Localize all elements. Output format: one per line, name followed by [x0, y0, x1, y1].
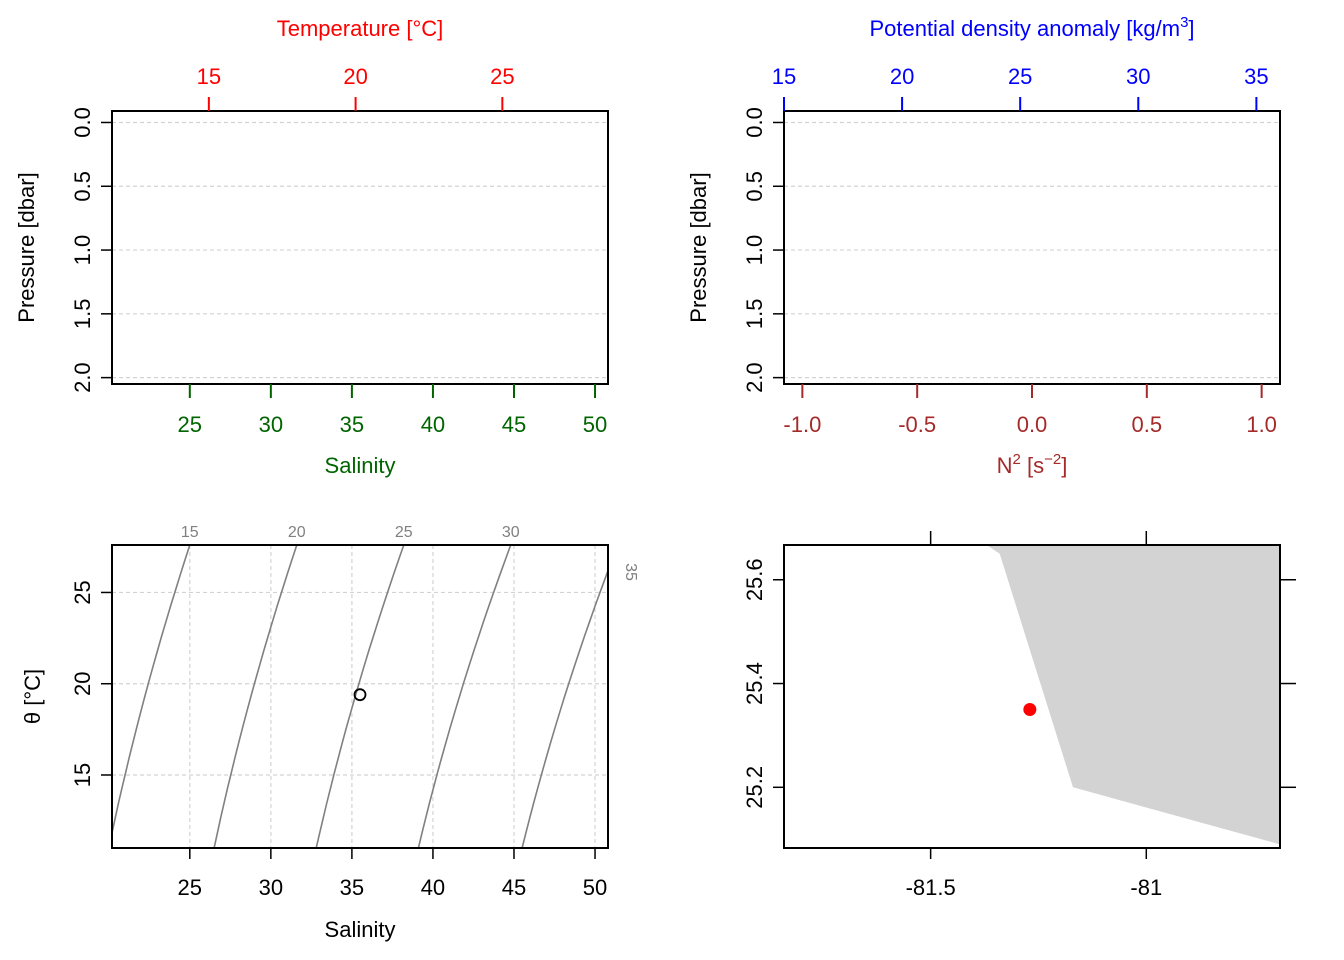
- ts-profile-bottom-tick-label: 25: [178, 412, 202, 437]
- rho-profile-top-tick-label: 35: [1244, 64, 1268, 89]
- ts-x-tick-label: 45: [502, 875, 526, 900]
- rho-profile-bottom-tick-label: 0.5: [1132, 412, 1163, 437]
- map-y-tick-label: 25.2: [742, 766, 767, 809]
- ts-x-tick-label: 40: [421, 875, 445, 900]
- ts-profile-bottom-tick-label: 35: [340, 412, 364, 437]
- land-polygon: [986, 545, 1280, 845]
- rho-profile-y-tick-label: 2.0: [742, 362, 767, 393]
- isopycnal-label: 35: [622, 563, 639, 581]
- isopycnal-line: [315, 545, 405, 848]
- ts-diagram-panel: 15 20 25 30 35 25 30 35 40 45 50 Salinity 15 20 25 θ [°…: [20, 524, 639, 942]
- rho-profile-top-tick-label: 15: [772, 64, 796, 89]
- ts-y-tick-label: 25: [70, 580, 95, 604]
- isopycnal-label: 25: [395, 524, 413, 541]
- ts-profile-y-tick-label: 0.0: [70, 107, 95, 138]
- rho-profile-bottom-tick-label: -0.5: [898, 412, 936, 437]
- ts-profile-bottom-axis-title: Salinity: [325, 453, 396, 478]
- ts-profile-top-tick-label: 20: [343, 64, 367, 89]
- ts-profile-top-tick-label: 25: [490, 64, 514, 89]
- map-y-tick-label: 25.4: [742, 662, 767, 705]
- ts-profile-y-tick-label: 2.0: [70, 362, 95, 393]
- station-map-panel: -81.5 -81 25.2 25.4 25.6: [742, 531, 1296, 900]
- ts-profile-bottom-tick-label: 40: [421, 412, 445, 437]
- rho-profile-bottom-tick-label: 1.0: [1246, 412, 1277, 437]
- ts-profile-y-tick-label: 1.0: [70, 235, 95, 266]
- isopycnal-line: [112, 545, 191, 837]
- isopycnal-label: 30: [502, 524, 520, 541]
- map-x-tick-label: -81.5: [906, 875, 956, 900]
- ts-x-tick-label: 50: [583, 875, 607, 900]
- ts-y-axis-title: θ [°C]: [20, 669, 45, 724]
- ts-profile-bottom-tick-label: 45: [502, 412, 526, 437]
- isopycnal-label: 20: [288, 524, 306, 541]
- rho-profile-y-tick-label: 1.0: [742, 235, 767, 266]
- ts-profile-bottom-tick-label: 30: [259, 412, 283, 437]
- temperature-salinity-profile-panel: 0.0 0.5 1.0 1.5 2.0 Pressure [dbar] 15 20 25 Temp…: [14, 16, 609, 478]
- map-frame: [783, 544, 1281, 849]
- isopycnal-label: 15: [181, 524, 199, 541]
- density-n2-profile-panel: 0.0 0.5 1.0 1.5 2.0 Pressure [dbar] 15 20 25 30 35…: [686, 14, 1281, 478]
- rho-profile-bottom-tick-label: 0.0: [1017, 412, 1048, 437]
- ts-y-tick-label: 20: [70, 671, 95, 695]
- isopycnal-line: [521, 568, 608, 848]
- rho-profile-y-tick-label: 0.5: [742, 171, 767, 202]
- ts-profile-plot-frame: [111, 110, 609, 385]
- station-marker: [1023, 702, 1037, 716]
- map-y-tick-label: 25.6: [742, 558, 767, 601]
- ts-plot-frame: [111, 544, 609, 849]
- ts-profile-bottom-tick-label: 50: [583, 412, 607, 437]
- rho-profile-top-tick-label: 25: [1008, 64, 1032, 89]
- ts-x-axis-title: Salinity: [325, 917, 396, 942]
- ts-profile-y-axis-title: Pressure [dbar]: [14, 172, 39, 322]
- rho-profile-top-tick-label: 20: [890, 64, 914, 89]
- ts-profile-top-axis-title: Temperature [°C]: [277, 16, 444, 41]
- ts-x-tick-label: 30: [259, 875, 283, 900]
- ts-x-tick-label: 25: [178, 875, 202, 900]
- rho-profile-y-axis-title: Pressure [dbar]: [686, 172, 711, 322]
- rho-profile-top-axis-title: Potential density anomaly [kg/m3]: [869, 14, 1194, 41]
- ts-profile-y-tick-label: 1.5: [70, 299, 95, 330]
- rho-profile-bottom-axis-title: N2 [s−2]: [997, 451, 1068, 478]
- isopycnal-line: [213, 545, 298, 848]
- ts-profile-y-tick-label: 0.5: [70, 171, 95, 202]
- rho-profile-y-tick-label: 1.5: [742, 299, 767, 330]
- rho-profile-bottom-tick-label: -1.0: [783, 412, 821, 437]
- ts-profile-top-tick-label: 15: [197, 64, 221, 89]
- ts-x-tick-label: 35: [340, 875, 364, 900]
- isopycnal-line: [417, 545, 512, 848]
- ts-y-tick-label: 15: [70, 763, 95, 787]
- map-x-tick-label: -81: [1130, 875, 1162, 900]
- ts-data-point: [353, 688, 367, 702]
- rho-profile-top-tick-label: 30: [1126, 64, 1150, 89]
- rho-profile-plot-frame: [783, 110, 1281, 385]
- rho-profile-y-tick-label: 0.0: [742, 107, 767, 138]
